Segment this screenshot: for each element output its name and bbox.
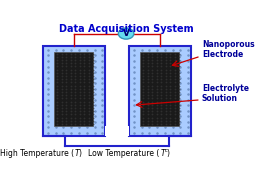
Text: Electrolyte: Electrolyte bbox=[202, 84, 249, 93]
Text: T: T bbox=[75, 149, 79, 158]
Text: Nanoporous: Nanoporous bbox=[202, 40, 254, 49]
Circle shape bbox=[118, 28, 134, 39]
Text: Data Acquisition System: Data Acquisition System bbox=[59, 24, 194, 34]
Text: Low Temperature (: Low Temperature ( bbox=[88, 149, 160, 158]
Text: Electrode: Electrode bbox=[202, 50, 243, 59]
Bar bbox=[140, 52, 179, 126]
Text: T: T bbox=[161, 149, 166, 158]
Bar bbox=[54, 52, 93, 126]
Text: V: V bbox=[122, 29, 130, 38]
Bar bbox=[105, 126, 129, 136]
Text: ): ) bbox=[167, 149, 169, 158]
Text: ): ) bbox=[78, 149, 81, 158]
Text: High Temperature (: High Temperature ( bbox=[0, 149, 74, 158]
Bar bbox=[43, 46, 105, 136]
Bar bbox=[129, 46, 191, 136]
Text: c: c bbox=[164, 148, 167, 153]
Text: Solution: Solution bbox=[202, 94, 238, 103]
